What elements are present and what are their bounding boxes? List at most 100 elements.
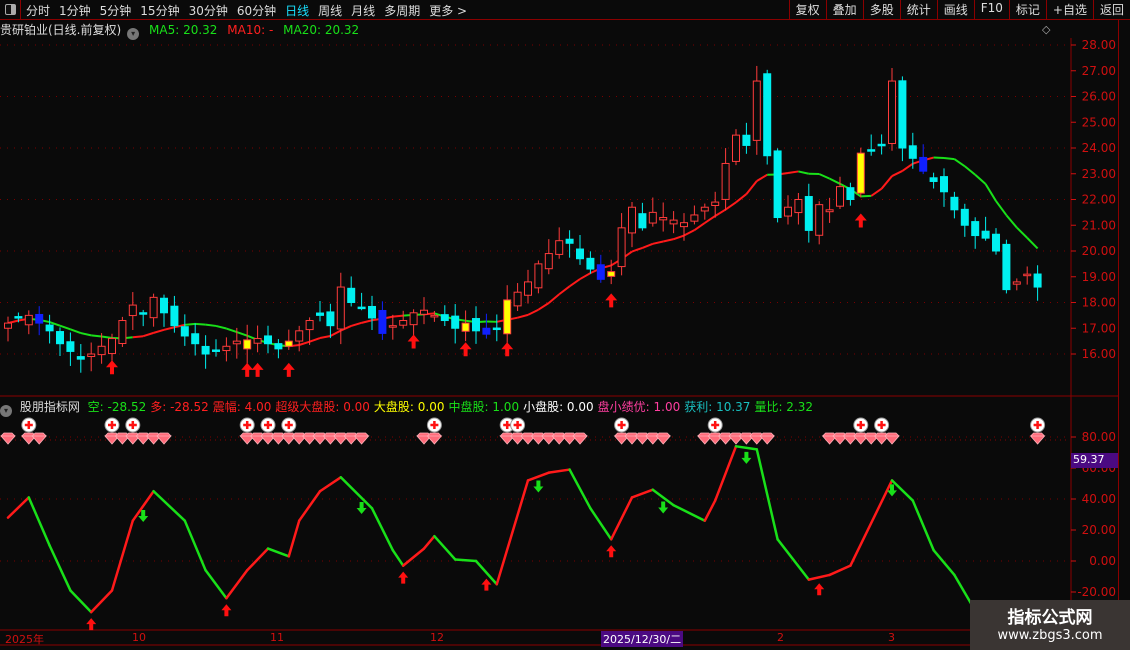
candle-body — [628, 206, 636, 234]
candle-body — [4, 322, 12, 329]
indicator-value: 量比: 2.32 — [754, 400, 814, 414]
indicator-tick-label: 20.00 — [1082, 523, 1116, 537]
indicator-line-segment — [131, 490, 155, 522]
toolbar-button[interactable]: 画线 — [936, 0, 974, 19]
candle-body — [305, 320, 314, 331]
ma-line-segment — [995, 200, 1008, 216]
period-tab[interactable]: 周线 — [318, 4, 343, 18]
ma-line-segment — [153, 328, 165, 334]
dropdown-icon[interactable]: ▾ — [127, 28, 140, 40]
dropdown-icon[interactable]: ▾ — [0, 405, 12, 417]
indicator-tick-label: 0.00 — [1089, 554, 1116, 568]
ma-line-segment — [880, 175, 893, 190]
toolbar-button[interactable]: 叠加 — [825, 0, 863, 19]
candle-body — [763, 73, 772, 157]
diamond-icon — [353, 432, 370, 445]
plus-icon — [503, 421, 512, 429]
panel-toggle-icon[interactable] — [0, 0, 21, 19]
price-tick-label: 21.00 — [1082, 218, 1116, 232]
period-tab[interactable]: 更多 > — [429, 4, 468, 18]
candle-body — [253, 338, 262, 344]
toolbar-button[interactable]: 复权 — [788, 0, 826, 19]
period-tab[interactable]: 60分钟 — [236, 4, 277, 18]
ma-line-segment — [142, 331, 154, 338]
right-sidebar[interactable] — [1118, 20, 1130, 630]
candle-body — [534, 263, 543, 289]
period-tab[interactable]: 日线 — [285, 4, 310, 18]
ma-line-segment — [236, 331, 248, 337]
price-tick-label: 22.00 — [1082, 193, 1116, 207]
price-tick-label: 19.00 — [1082, 270, 1116, 284]
candle-body — [35, 313, 44, 324]
plus-icon — [108, 421, 116, 429]
ma-line-segment — [70, 328, 82, 335]
indicator-name: 股朋指标网 — [19, 400, 80, 414]
buy-arrow-icon — [282, 362, 295, 377]
candle-body — [596, 264, 605, 280]
ma-line-segment — [174, 323, 186, 329]
indicator-cursor-value: 59.37 — [1071, 453, 1118, 468]
period-tab[interactable]: 多周期 — [384, 4, 421, 18]
indicator-line-segment — [807, 573, 831, 581]
candle-body — [804, 196, 813, 231]
ma-line-segment — [298, 340, 310, 346]
candle-body — [76, 356, 85, 360]
toolbar-button[interactable]: F10 — [973, 0, 1009, 19]
ma-line-segment — [548, 293, 560, 304]
diamond-icon — [31, 432, 48, 445]
period-tab[interactable]: 5分钟 — [99, 4, 132, 18]
ma-line-segment — [984, 183, 997, 202]
candle-body — [45, 324, 54, 332]
toolbar-button[interactable]: +自选 — [1045, 0, 1093, 19]
toolbar-button[interactable]: 统计 — [899, 0, 937, 19]
ma-line-segment — [642, 242, 654, 249]
plus-icon — [243, 421, 252, 429]
candle-body — [232, 340, 241, 345]
candle-body — [659, 217, 668, 221]
candle-body — [898, 80, 907, 149]
plus-icon — [617, 421, 626, 429]
diamond-icon — [0, 432, 16, 445]
candle-body — [472, 318, 480, 332]
buy-arrow-icon — [407, 334, 420, 349]
ma-line-segment — [745, 180, 758, 195]
candle-body — [14, 316, 23, 319]
period-tab[interactable]: 15分钟 — [140, 4, 180, 18]
period-tab[interactable]: 月线 — [351, 4, 376, 18]
indicator-line-segment — [27, 496, 51, 547]
indicator-line-segment — [287, 519, 301, 558]
down-arrow-icon — [356, 501, 367, 514]
candle-body — [440, 314, 449, 322]
candle-body — [815, 204, 824, 236]
candle-body — [555, 240, 564, 255]
toolbar-button[interactable]: 多股 — [862, 0, 900, 19]
plus-icon — [128, 421, 137, 429]
up-arrow-icon — [606, 545, 617, 558]
period-tab[interactable]: 30分钟 — [188, 4, 228, 18]
indicator-line-segment — [589, 507, 613, 541]
candle-body — [451, 315, 460, 329]
candle-body — [316, 312, 324, 316]
toolbar-button[interactable]: 标记 — [1008, 0, 1046, 19]
indicator-value: 多: -28.52 — [150, 400, 209, 414]
indicator-value: 空: -28.52 — [87, 400, 147, 414]
candle-body — [180, 326, 189, 337]
candle-body — [929, 177, 938, 182]
ma-line-segment — [891, 170, 903, 177]
time-axis-label: 2 — [777, 631, 784, 644]
diamond-icon — [156, 432, 172, 445]
diamond-icon — [1029, 432, 1046, 445]
ma-line-segment — [652, 240, 664, 245]
ma-line-segment — [392, 314, 404, 318]
candle-body — [492, 327, 501, 331]
ma-line-segment — [870, 187, 883, 197]
period-tab[interactable]: 分时 — [26, 4, 51, 18]
toolbar-button[interactable]: 返回 — [1092, 0, 1130, 19]
period-tab[interactable]: 1分钟 — [59, 4, 91, 18]
indicator-line-segment — [422, 534, 436, 550]
candle-body — [87, 353, 96, 358]
price-tick-label: 26.00 — [1082, 90, 1116, 104]
ma-line-segment — [818, 173, 831, 180]
time-cursor-label: 2025/12/30/二 — [601, 631, 684, 647]
